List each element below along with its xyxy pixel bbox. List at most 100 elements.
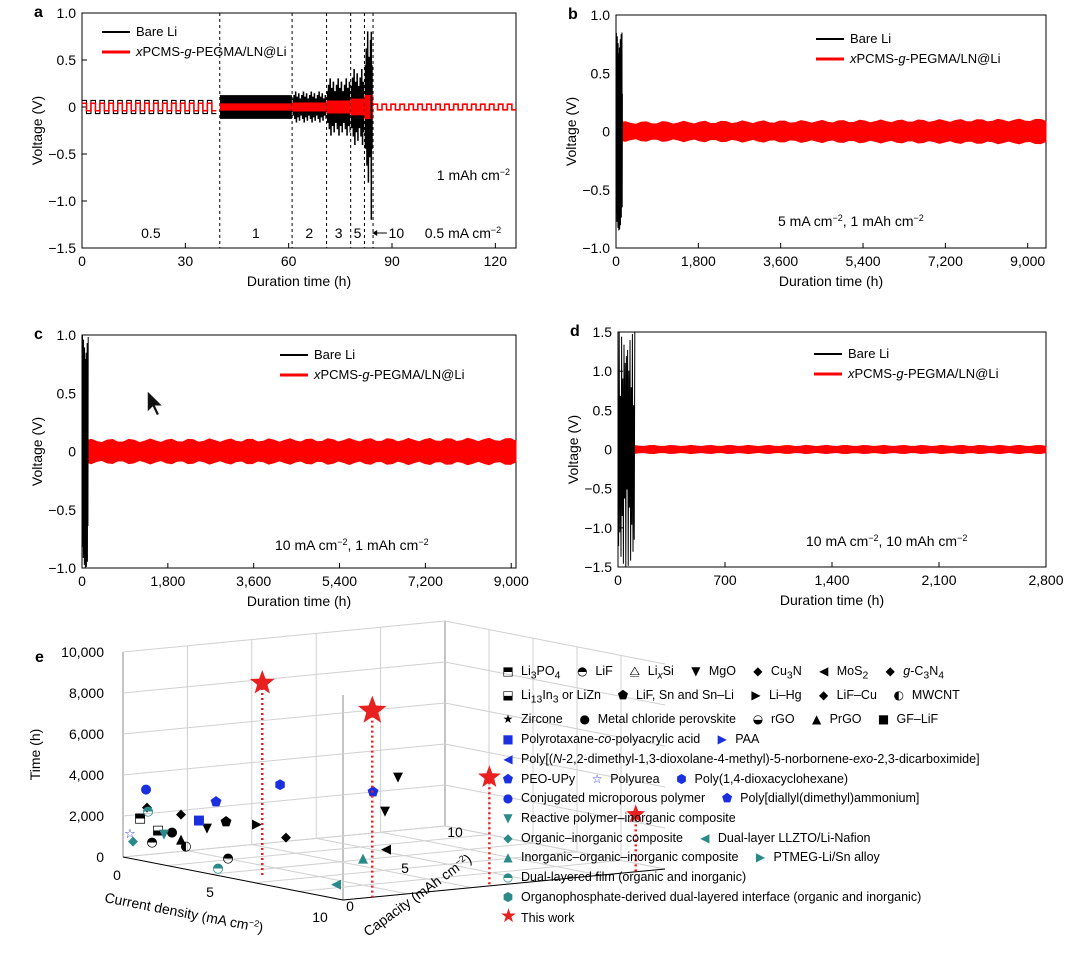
y-tick-label: 2,000	[69, 808, 104, 824]
legend-item: ▶ PTMEG-Li/Sn alloy	[753, 848, 880, 868]
legend-marker-icon: ▶	[717, 732, 727, 747]
legend-marker-icon: ⬓	[502, 688, 514, 703]
legend-label-modified: xPCMS-g-PEGMA/LN@Li	[847, 366, 999, 381]
x-tick-label: 2,800	[1028, 572, 1063, 588]
legend-marker-icon: ⬒	[502, 664, 514, 678]
x-tick-label: 3,600	[763, 253, 798, 269]
literature-point: ●	[166, 825, 177, 840]
legend-marker-icon: ◀	[819, 664, 829, 678]
legend-item-label: Reactive polymer–inorganic composite	[521, 810, 736, 825]
x-tick-label: 7,200	[928, 253, 963, 269]
legend-marker-icon: ⬢	[502, 889, 514, 904]
x-tick-label: 5	[206, 884, 214, 900]
legend-item: ⬟ Poly[diallyl(dimethyl)ammonium]	[719, 789, 919, 809]
legend-marker-icon: ●	[579, 712, 590, 727]
legend-item-label: MWCNT	[911, 688, 960, 703]
legend-item: ■ GF–LiF	[876, 710, 938, 730]
legend-item: ▼ Reactive polymer–inorganic composite	[500, 809, 736, 829]
literature-point: ▼	[202, 821, 212, 836]
legend-item: ■ Polyrotaxane-co-polyacrylic acid	[500, 730, 700, 750]
segment-label: 10	[389, 225, 405, 241]
literature-point: ▲	[358, 851, 368, 866]
legend-row: ◀ Poly[(N-2,2-dimethyl-1,3-dioxolane-4-me…	[500, 750, 1075, 770]
legend-item: ● Conjugated microporous polymer	[500, 789, 705, 809]
grid-line	[122, 784, 446, 817]
series-modified	[292, 102, 327, 112]
x-tick-label: 5,400	[845, 253, 880, 269]
legend-marker-icon: ●	[502, 791, 514, 806]
segment-label: 5	[354, 225, 362, 241]
grid-line	[166, 834, 490, 867]
x-axis-label: Duration time (h)	[247, 273, 351, 289]
segment-label: 2	[305, 225, 313, 241]
legend-item: ◓ Dual-layered film (organic and inorgani…	[500, 868, 746, 888]
y-axis-label: Time (h)	[27, 729, 43, 781]
grid-line	[251, 844, 472, 889]
x-tick-label: 0	[612, 253, 620, 269]
literature-point: ◆	[176, 807, 186, 822]
literature-point: ▼	[393, 770, 403, 785]
literature-point: ◓	[212, 861, 223, 876]
legend-item-label: Cu3N	[770, 664, 802, 682]
legend-item: ◒ rGO	[750, 710, 795, 730]
series-bare-li	[615, 32, 623, 231]
y-tick-label: 4,000	[69, 767, 104, 783]
mouse-pointer-icon	[146, 388, 166, 424]
legend-item: ▲ Inorganic–organic–inorganic composite	[500, 848, 738, 868]
legend-item: ★ Zircone	[500, 710, 563, 730]
legend-marker-icon: ⬟	[721, 791, 733, 806]
literature-point: ◆	[128, 834, 138, 849]
grid-line	[444, 743, 666, 788]
y-tick-label: −0.5	[48, 146, 76, 162]
legend-marker-icon: ◀	[503, 751, 513, 766]
grid-line	[316, 837, 537, 882]
y-tick-label: 0	[68, 444, 76, 460]
x-tick-label: 30	[178, 253, 194, 269]
legend-marker-icon: ⬟	[502, 771, 514, 786]
legend-label-bare: Bare Li	[848, 346, 889, 361]
y-tick-label: 10,000	[61, 644, 104, 660]
legend-marker-icon: ◓	[502, 870, 514, 885]
legend-item-label: Metal chloride perovskite	[597, 712, 736, 727]
x-tick-label: 120	[484, 253, 508, 269]
legend-item-label: LixSi	[647, 664, 674, 682]
condition-annotation: 10 mA cm−2, 10 mAh cm−2	[806, 533, 967, 549]
literature-point: ▲	[176, 832, 186, 847]
legend-item-label: Dual-layer LLZTO/Li-Nafion	[717, 830, 871, 845]
legend-marker-icon: ◆	[753, 664, 763, 678]
literature-point: ▶	[252, 817, 262, 832]
legend-item: ◆ Cu3N	[750, 662, 802, 686]
grid-line	[444, 702, 666, 747]
legend-item: ⬢ Poly(1,4-dioxacyclohexane)	[674, 770, 848, 790]
legend-item: ◆ LiF–Cu	[816, 686, 877, 706]
legend-row: ⬟ PEO-UPy ☆ Polyurea ⬢ Poly(1,4-dioxacyclohex…	[500, 770, 1075, 790]
legend-item-label: This work	[521, 911, 575, 926]
legend-row: ★ This work	[500, 907, 1075, 929]
legend-item: ◆ g-C3N4	[882, 662, 944, 686]
grid-line	[122, 620, 446, 653]
y-axis-label: Voltage (V)	[563, 97, 579, 166]
panel-e-legend: ⬒ Li3PO4 ◓ LiF ⧋ LixSi ▼ MgO ◆ Cu3N ◀ MoS2 ◆ g-C3N4 ⬓ L…	[500, 662, 1075, 929]
z-tick-label: 10	[447, 824, 463, 840]
y-tick-label: 6,000	[69, 726, 104, 742]
segment-label: 3	[335, 225, 343, 241]
segment-label: 0.5	[141, 225, 161, 241]
legend-marker-icon: ▼	[691, 664, 701, 678]
y-tick-label: 0.5	[591, 65, 611, 81]
legend-marker-icon: ▲	[503, 850, 513, 865]
legend-item-label: Zircone	[521, 712, 563, 727]
panel-label: a	[34, 4, 43, 21]
legend-item: ◀ Poly[(N-2,2-dimethyl-1,3-dioxolane-4-me…	[500, 750, 979, 770]
literature-point: ◀	[381, 842, 391, 857]
legend-item: ● Metal chloride perovskite	[577, 710, 736, 730]
x-tick-label: 90	[384, 253, 400, 269]
legend-label-bare: Bare Li	[314, 347, 355, 362]
legend-item-label: PTMEG-Li/Sn alloy	[773, 850, 880, 865]
x-tick-label: 1,800	[150, 573, 185, 589]
series-bare-li	[617, 331, 636, 567]
literature-point: ⬒	[134, 811, 146, 826]
x-axis-label: Current density (mA cm−2)	[103, 889, 264, 935]
legend-row: ◆ Organic–inorganic composite ◀ Dual-layer …	[500, 829, 1075, 849]
legend-item: ⧋ LixSi	[627, 662, 674, 686]
